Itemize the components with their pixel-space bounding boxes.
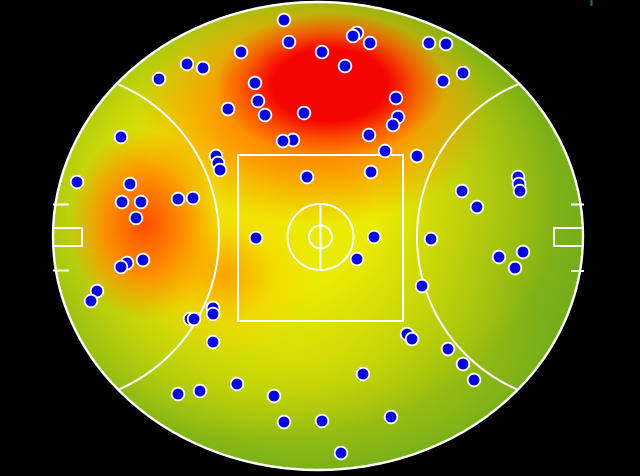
event-point-dot — [388, 90, 404, 106]
event-point-dot — [507, 260, 523, 276]
fifty-metre-arc-line — [54, 70, 220, 404]
centre-square — [237, 154, 404, 322]
event-point-dot — [409, 148, 425, 164]
event-point-dot — [248, 230, 264, 246]
event-point-dot — [296, 105, 312, 121]
event-point-dot — [385, 117, 401, 133]
event-point-dot — [512, 183, 528, 199]
event-point-dot — [491, 249, 507, 265]
event-point-dot — [345, 28, 361, 44]
event-point-dot — [113, 259, 129, 275]
event-point-dot — [257, 107, 273, 123]
event-point-dot — [135, 252, 151, 268]
event-point-dot — [276, 12, 292, 28]
event-point-dot — [454, 183, 470, 199]
event-point-dot — [275, 133, 291, 149]
event-point-dot — [281, 34, 297, 50]
event-point-dot — [233, 44, 249, 60]
event-point-dot — [229, 376, 245, 392]
event-point-dot — [266, 388, 282, 404]
event-point-dot — [247, 75, 263, 91]
event-point-dot — [83, 293, 99, 309]
event-point-dot — [133, 194, 149, 210]
event-point-dot — [205, 306, 221, 322]
event-point-dot — [414, 278, 430, 294]
goal-square — [52, 227, 83, 247]
event-point-dot — [515, 244, 531, 260]
event-point-dot — [469, 199, 485, 215]
event-point-dot — [435, 73, 451, 89]
event-point-dot — [377, 143, 393, 159]
event-point-dot — [383, 409, 399, 425]
event-point-dot — [333, 445, 349, 461]
event-point-dot — [205, 334, 221, 350]
event-point-dot — [185, 190, 201, 206]
fifty-metre-arcs — [54, 70, 582, 404]
event-point-dot — [314, 44, 330, 60]
event-point-dot — [362, 35, 378, 51]
event-point-dot — [455, 65, 471, 81]
event-point-dot — [113, 129, 129, 145]
event-point-dot — [122, 176, 138, 192]
event-point-dot — [212, 162, 228, 178]
event-point-dot — [337, 58, 353, 74]
event-point-dot — [299, 169, 315, 185]
event-point-dot — [250, 93, 266, 109]
event-point-dot — [349, 251, 365, 267]
event-point-dot — [170, 386, 186, 402]
event-point-dot — [314, 413, 330, 429]
event-point-dot — [440, 341, 456, 357]
event-point-dot — [404, 331, 420, 347]
event-points — [69, 12, 531, 461]
event-point-dot — [192, 383, 208, 399]
event-point-dot — [361, 127, 377, 143]
event-point-dot — [179, 56, 195, 72]
goal-square — [553, 227, 584, 247]
event-point-dot — [69, 174, 85, 190]
event-point-dot — [455, 356, 471, 372]
event-point-dot — [276, 414, 292, 430]
event-point-dot — [220, 101, 236, 117]
event-point-dot — [170, 191, 186, 207]
event-point-dot — [466, 372, 482, 388]
event-point-dot — [423, 231, 439, 247]
boundary-line — [51, 0, 585, 472]
heatmap-surface — [53, 2, 583, 470]
event-point-dot — [363, 164, 379, 180]
event-point-dot — [186, 311, 202, 327]
event-point-dot — [438, 36, 454, 52]
event-point-dot — [151, 71, 167, 87]
field-markings — [51, 0, 585, 472]
event-point-dot — [195, 60, 211, 76]
event-point-dot — [355, 366, 371, 382]
event-point-dot — [114, 194, 130, 210]
event-point-dot — [421, 35, 437, 51]
event-point-dot — [366, 229, 382, 245]
event-point-dot — [128, 210, 144, 226]
fifty-metre-arc-line — [416, 70, 582, 404]
